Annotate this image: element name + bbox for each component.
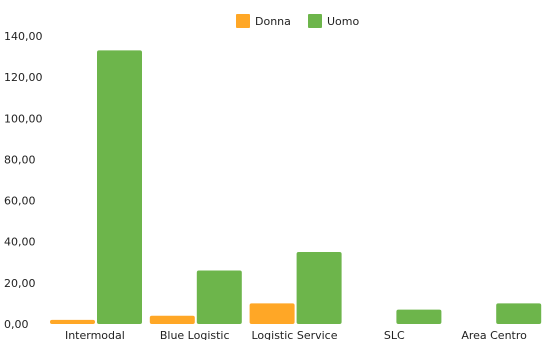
- bar-uomo-2: [296, 252, 342, 324]
- y-tick-label: 120,00: [4, 71, 43, 84]
- bar-uomo-1: [196, 270, 242, 324]
- legend-swatch-donna: [236, 14, 250, 28]
- bar-donna-2: [249, 303, 295, 324]
- y-tick-label: 60,00: [4, 195, 36, 208]
- bar-uomo-0: [97, 50, 142, 325]
- x-tick-label: Blue Logistic: [160, 329, 230, 340]
- y-tick-label: 0,00: [4, 318, 29, 331]
- legend-label-uomo: Uomo: [327, 15, 359, 28]
- bar-donna-0: [50, 319, 95, 324]
- y-tick-label: 100,00: [4, 112, 43, 125]
- bars: [50, 50, 542, 325]
- bar-donna-1: [149, 315, 195, 324]
- bar-uomo-4: [496, 303, 542, 324]
- bar-uomo-3: [396, 309, 442, 324]
- x-tick-label: Intermodal: [65, 329, 125, 340]
- x-tick-label: Area Centro: [461, 329, 527, 340]
- x-axis: Intermodal Blue Logistic Logistic Service S…: [65, 329, 527, 340]
- y-tick-label: 20,00: [4, 277, 36, 290]
- y-tick-label: 140,00: [4, 30, 43, 43]
- legend-label-donna: Donna: [255, 15, 291, 28]
- legend: Donna Uomo: [236, 14, 359, 28]
- y-axis: 0,00 20,00 40,00 60,00 80,00 100,00 120,00 140,…: [4, 30, 43, 331]
- x-tick-label: SLC: [384, 329, 405, 340]
- y-tick-label: 40,00: [4, 236, 36, 249]
- x-tick-label: Logistic Service: [251, 329, 337, 340]
- y-tick-label: 80,00: [4, 153, 36, 166]
- legend-swatch-uomo: [308, 14, 322, 28]
